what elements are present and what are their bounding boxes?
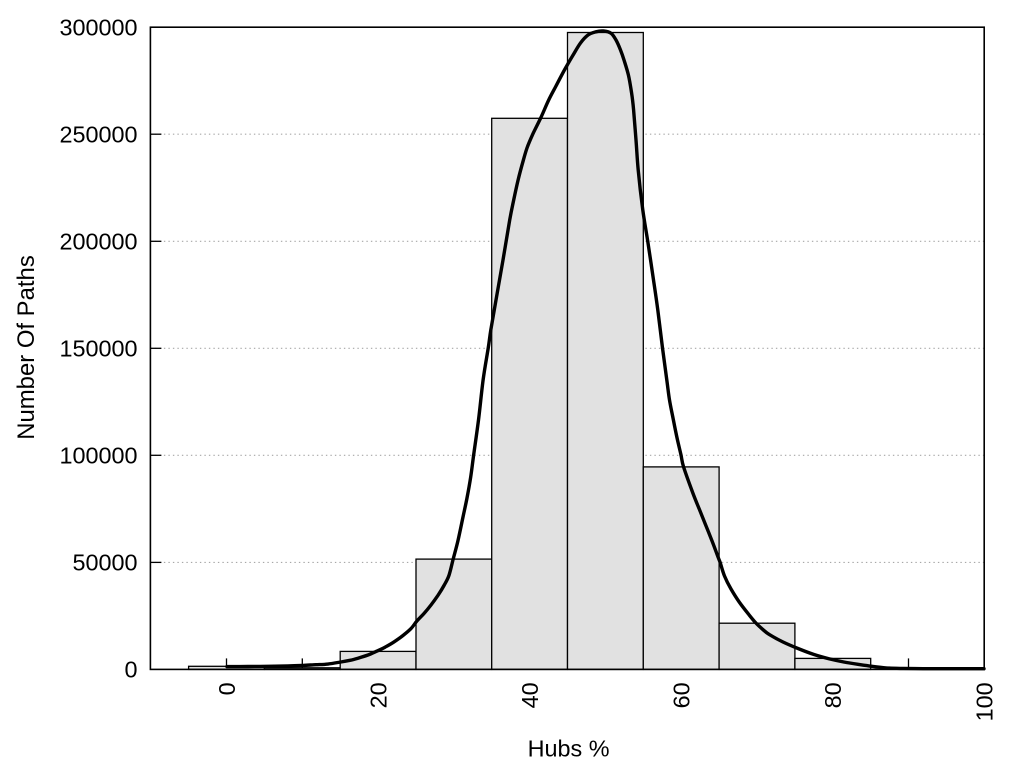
svg-text:Hubs %: Hubs % [528, 736, 610, 762]
svg-text:20: 20 [366, 682, 392, 708]
svg-text:60: 60 [669, 682, 695, 708]
svg-text:80: 80 [820, 682, 846, 708]
svg-text:Number Of Paths: Number Of Paths [13, 255, 40, 440]
svg-text:150000: 150000 [59, 336, 137, 362]
svg-text:0: 0 [214, 682, 240, 695]
svg-text:40: 40 [517, 682, 543, 708]
svg-text:0: 0 [124, 657, 137, 683]
svg-text:100000: 100000 [59, 443, 137, 469]
svg-text:50000: 50000 [72, 550, 137, 576]
svg-text:200000: 200000 [59, 229, 137, 255]
svg-text:100: 100 [972, 682, 998, 721]
svg-text:250000: 250000 [59, 121, 137, 147]
svg-text:300000: 300000 [59, 14, 137, 40]
